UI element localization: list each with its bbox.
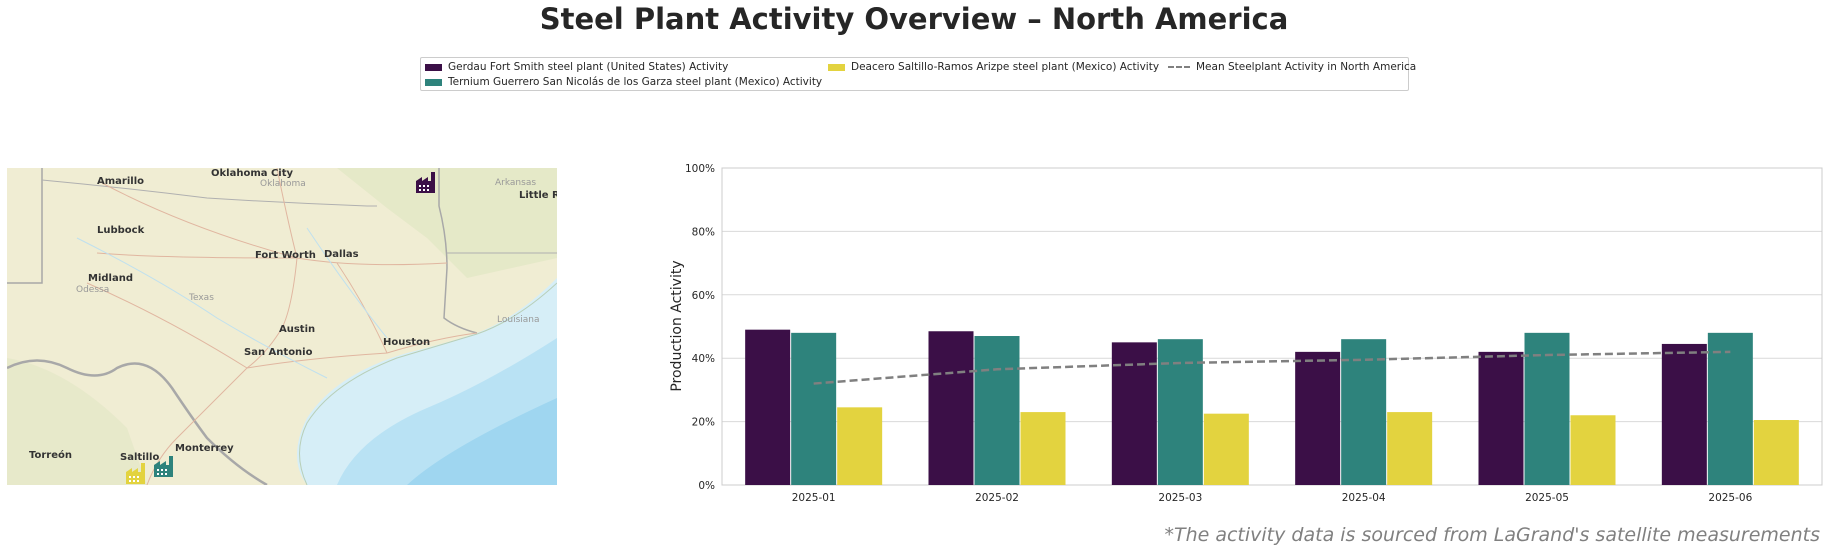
map-label-austin: Austin	[279, 324, 316, 335]
bar-gerdau-2025-04	[1295, 351, 1341, 485]
x-tick-label: 2025-02	[975, 492, 1019, 504]
y-tick-label: 20%	[692, 417, 715, 429]
bar-deacero-2025-01	[837, 407, 883, 485]
map-label-dallas: Dallas	[324, 249, 359, 260]
gridlines	[722, 167, 1822, 486]
legend-label-mean: Mean Steelplant Activity in North Americ…	[1196, 61, 1417, 73]
y-axis-label: Production Activity	[669, 260, 685, 391]
x-tick-label: 2025-04	[1342, 492, 1386, 504]
map-label-monterrey: Monterrey	[175, 443, 234, 454]
legend-swatch-mean	[1168, 66, 1190, 68]
bar-ternium-2025-04	[1341, 339, 1387, 485]
bar-deacero-2025-04	[1387, 412, 1433, 485]
legend-item-deacero: Deacero Saltillo-Ramos Arizpe steel plan…	[828, 61, 1159, 73]
bar-gerdau-2025-01	[745, 329, 791, 485]
factory-icon-gerdau	[416, 172, 435, 193]
legend-item-gerdau: Gerdau Fort Smith steel plant (United St…	[425, 61, 728, 73]
map-base	[7, 168, 557, 485]
y-tick-label: 80%	[692, 226, 715, 238]
bar-ternium-2025-03	[1157, 339, 1203, 485]
map-label-odessa: Odessa	[76, 285, 110, 295]
map-label-san-antonio: San Antonio	[244, 347, 313, 358]
legend: Gerdau Fort Smith steel plant (United St…	[420, 57, 1416, 91]
bar-ternium-2025-01	[791, 332, 837, 485]
legend-label-gerdau: Gerdau Fort Smith steel plant (United St…	[448, 61, 729, 73]
bar-gerdau-2025-05	[1478, 351, 1524, 485]
bar-ternium-2025-05	[1524, 332, 1570, 485]
legend-item-ternium: Ternium Guerrero San Nicolás de los Garz…	[425, 76, 822, 88]
map-label-midland: Midland	[88, 273, 133, 284]
x-tick-labels: 2025-01 2025-02 2025-03 2025-04 2025-05 2025-…	[792, 492, 1753, 504]
map-panel: Oklahoma City Oklahoma Amarillo Arkansas…	[7, 168, 557, 485]
factory-icon-ternium	[154, 456, 173, 477]
mean-line	[813, 350, 1731, 385]
y-tick-labels: 0% 20% 40% 60% 80% 100%	[685, 163, 715, 492]
map-label-amarillo: Amarillo	[97, 176, 144, 187]
chart-title: Steel Plant Activity Overview – North Am…	[539, 2, 1289, 36]
x-tick-label: 2025-05	[1525, 492, 1569, 504]
plot-frame	[721, 167, 1823, 486]
legend-label-deacero: Deacero Saltillo-Ramos Arizpe steel plan…	[851, 61, 1160, 73]
bar-gerdau-2025-02	[928, 331, 974, 485]
y-tick-label: 60%	[692, 290, 715, 302]
x-tick-label: 2025-01	[792, 492, 836, 504]
x-tick-label: 2025-06	[1708, 492, 1752, 504]
legend-swatch-gerdau	[425, 63, 442, 71]
map-label-houston: Houston	[383, 337, 431, 348]
bar-ternium-2025-02	[974, 336, 1020, 485]
map-label-little-rock: Little R	[519, 190, 557, 201]
bar-deacero-2025-03	[1203, 413, 1249, 485]
map-label-louisiana: Louisiana	[497, 315, 540, 325]
y-tick-label: 0%	[698, 480, 715, 492]
map-label-saltillo: Saltillo	[120, 452, 160, 463]
legend-swatch-deacero	[828, 63, 845, 71]
bar-deacero-2025-05	[1570, 415, 1616, 485]
legend-item-mean: Mean Steelplant Activity in North Americ…	[1168, 61, 1416, 73]
map-label-lubbock: Lubbock	[97, 225, 145, 236]
bar-deacero-2025-02	[1020, 412, 1066, 485]
map-label-torreon: Torreón	[29, 450, 72, 461]
y-tick-label: 40%	[692, 353, 715, 365]
x-tick-label: 2025-03	[1158, 492, 1202, 504]
y-tick-label: 100%	[685, 163, 715, 175]
bar-deacero-2025-06	[1753, 420, 1799, 485]
map-label-arkansas: Arkansas	[495, 178, 537, 188]
bar-gerdau-2025-06	[1661, 343, 1707, 485]
map-label-texas: Texas	[189, 293, 214, 303]
map-label-fort-worth: Fort Worth	[255, 250, 316, 261]
map-label-oklahoma: Oklahoma	[260, 179, 306, 189]
legend-label-ternium: Ternium Guerrero San Nicolás de los Garz…	[448, 76, 823, 88]
bar-ternium-2025-06	[1707, 332, 1753, 485]
footnote: *The activity data is sourced from LaGra…	[1164, 524, 1820, 546]
factory-icon-deacero	[126, 463, 145, 484]
bars	[745, 329, 1799, 485]
legend-swatch-ternium	[425, 78, 442, 86]
map-label-oklahoma-city: Oklahoma City	[211, 168, 294, 179]
